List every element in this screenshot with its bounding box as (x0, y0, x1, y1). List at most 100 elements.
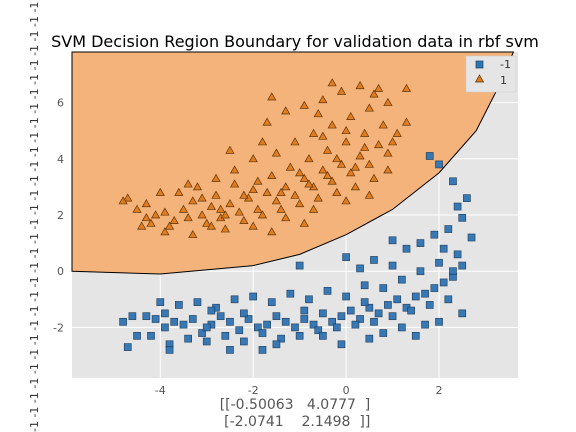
data-point-series-2 (364, 190, 374, 199)
data-point-series-2 (295, 199, 305, 208)
data-point-series-1 (123, 343, 132, 351)
data-point-series-1 (323, 287, 332, 295)
data-point-series-2 (206, 201, 216, 210)
data-point-series-1 (170, 317, 179, 326)
x-tick-label: -2 (248, 384, 259, 397)
data-point-series-1 (156, 298, 165, 306)
data-point-series-2 (299, 173, 309, 182)
data-point-series-1 (398, 323, 406, 332)
data-point-series-1 (439, 244, 448, 253)
data-point-series-1 (370, 256, 378, 264)
data-point-series-1 (184, 334, 192, 343)
data-point-series-2 (137, 221, 147, 230)
data-point-series-1 (407, 306, 415, 315)
data-point-series-1 (226, 346, 234, 354)
data-point-series-2 (350, 162, 360, 171)
data-point-series-2 (206, 221, 216, 230)
data-point-series-1 (249, 292, 258, 301)
data-point-series-2 (336, 159, 347, 168)
data-point-series-1 (388, 236, 397, 245)
data-point-series-2 (364, 103, 374, 112)
data-point-series-1 (305, 295, 313, 304)
data-point-series-1 (221, 331, 230, 340)
data-point-series-2 (304, 179, 314, 188)
data-point-series-2 (332, 187, 342, 196)
data-point-series-2 (262, 187, 272, 196)
legend-marker-series-2 (474, 74, 485, 83)
data-point-series-2 (123, 193, 133, 202)
data-point-series-1 (435, 258, 443, 267)
data-point-series-1 (430, 284, 439, 292)
data-point-series-2 (364, 159, 374, 168)
data-point-series-2 (332, 154, 342, 163)
data-point-series-1 (277, 334, 285, 343)
x-tick-label: 2 (436, 384, 443, 397)
data-point-series-1 (272, 312, 281, 321)
data-point-series-2 (141, 199, 151, 208)
data-point-series-2 (248, 185, 258, 194)
data-point-series-1 (388, 261, 397, 270)
data-point-series-1 (216, 312, 225, 321)
data-point-series-1 (133, 331, 141, 340)
data-point-series-1 (379, 329, 388, 337)
data-point-series-2 (281, 182, 291, 191)
data-point-series-2 (192, 182, 203, 191)
legend-label-series-1: -1 (500, 58, 511, 71)
data-point-series-2 (267, 170, 277, 180)
data-point-series-2 (285, 162, 295, 171)
data-point-series-1 (147, 331, 155, 340)
data-point-series-1 (444, 225, 453, 233)
data-point-series-2 (160, 207, 170, 216)
data-point-series-2 (336, 86, 347, 95)
data-point-series-2 (253, 204, 263, 213)
data-point-series-1 (272, 340, 281, 349)
y-tick-label: 6 (57, 97, 64, 110)
data-point-series-2 (318, 131, 328, 140)
data-point-series-2 (295, 168, 305, 177)
data-point-series-2 (169, 215, 179, 224)
data-point-series-2 (369, 173, 379, 182)
data-point-series-2 (230, 179, 240, 188)
data-point-series-2 (225, 199, 235, 208)
data-point-series-2 (401, 117, 412, 126)
data-point-series-1 (467, 233, 476, 242)
side-text: -1 -1 -1 -1 -1 -1 -1 -1 -1 -1 -1 -1 -1 -… (28, 0, 41, 432)
data-point-series-1 (295, 261, 304, 270)
data-point-series-1 (388, 312, 397, 321)
data-point-series-2 (271, 196, 282, 205)
data-point-series-1 (416, 267, 425, 276)
data-point-series-2 (318, 95, 328, 104)
data-point-series-2 (178, 204, 189, 213)
data-point-series-1 (128, 312, 137, 321)
data-point-series-2 (387, 137, 398, 146)
data-point-series-1 (193, 298, 202, 306)
data-point-series-1 (328, 317, 337, 326)
data-point-series-1 (314, 326, 323, 335)
data-point-series-2 (239, 190, 249, 199)
data-point-series-1 (384, 301, 392, 309)
data-point-series-2 (188, 196, 198, 205)
data-point-series-2 (230, 165, 240, 174)
data-point-series-2 (299, 100, 309, 109)
data-point-series-2 (262, 117, 272, 126)
data-point-series-1 (188, 315, 197, 323)
data-point-series-2 (151, 210, 161, 219)
data-point-series-2 (257, 137, 268, 146)
chart-title: SVM Decision Region Boundary for validat… (51, 32, 539, 51)
data-point-series-1 (258, 346, 267, 354)
data-point-series-2 (374, 83, 384, 92)
data-point-series-1 (337, 312, 346, 321)
data-point-series-1 (240, 337, 248, 346)
data-point-series-2 (318, 165, 328, 174)
data-point-series-2 (271, 148, 282, 157)
data-point-series-1 (337, 340, 346, 349)
data-point-series-2 (248, 221, 258, 230)
data-point-series-1 (398, 275, 406, 284)
data-point-series-2 (355, 151, 365, 160)
data-point-series-1 (142, 312, 151, 321)
data-point-series-2 (211, 190, 221, 199)
data-point-series-1 (309, 320, 318, 329)
data-point-series-2 (220, 224, 230, 233)
data-point-series-1 (263, 320, 271, 329)
data-point-series-1 (425, 152, 434, 160)
